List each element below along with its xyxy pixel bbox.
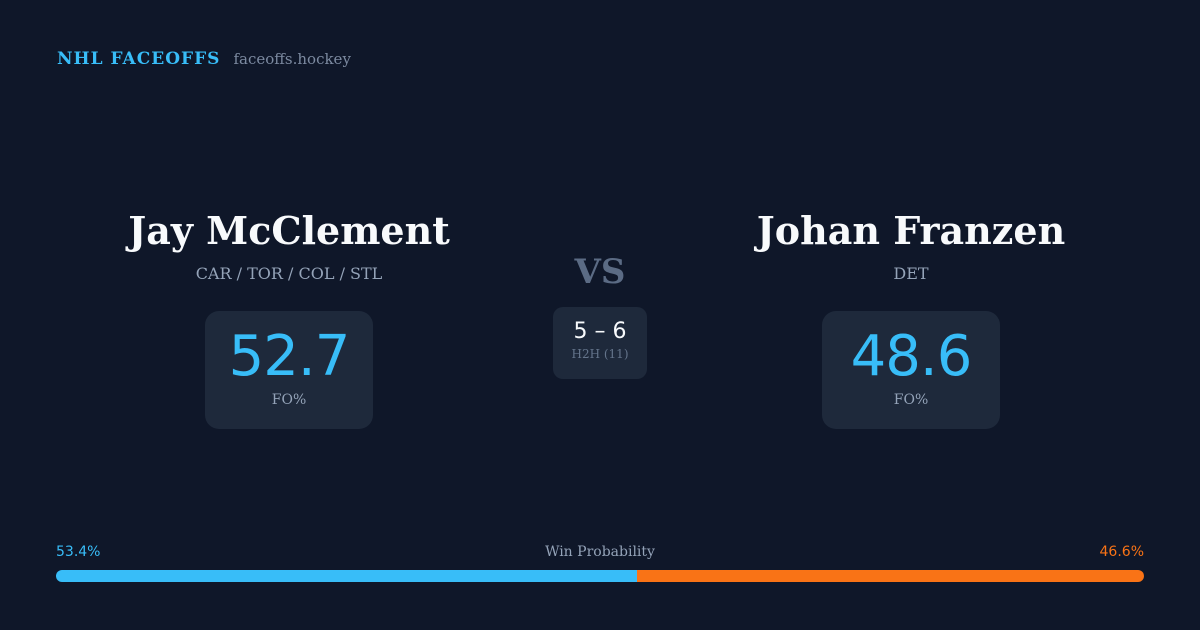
player1-name: Jay McClement xyxy=(128,208,450,253)
player1-teams: CAR / TOR / COL / STL xyxy=(195,264,383,283)
win-probability-bar xyxy=(56,570,1144,582)
player2-fo-value: 48.6 xyxy=(850,324,973,389)
win-prob-label: Win Probability xyxy=(545,544,655,560)
p1-bar-segment xyxy=(56,570,637,582)
p2-win-prob: 46.6% xyxy=(1099,544,1144,560)
p1-win-prob: 53.4% xyxy=(56,544,101,560)
player2-fo-card: 48.6 FO% xyxy=(822,311,1000,429)
player1-fo-card: 52.7 FO% xyxy=(205,311,373,429)
player1-panel: Jay McClement CAR / TOR / COL / STL 52.7… xyxy=(79,206,499,429)
h2h-score: 5 – 6 xyxy=(573,319,627,344)
player2-fo-label: FO% xyxy=(893,392,929,408)
h2h-card: 5 – 6 H2H (11) xyxy=(553,307,647,379)
p2-bar-segment xyxy=(636,570,1144,582)
player2-teams: DET xyxy=(893,264,929,283)
vs-label: VS xyxy=(574,252,626,292)
brand: NHL FACEOFFS faceoffs.hockey xyxy=(57,49,351,69)
player1-fo-value: 52.7 xyxy=(228,324,351,389)
player2-name: Johan Franzen xyxy=(756,208,1066,253)
h2h-label: H2H (11) xyxy=(571,347,629,361)
player1-fo-label: FO% xyxy=(271,392,307,408)
brand-url: faceoffs.hockey xyxy=(233,50,351,68)
brand-title: NHL FACEOFFS xyxy=(57,49,221,69)
player2-panel: Johan Franzen DET 48.6 FO% xyxy=(701,206,1121,429)
